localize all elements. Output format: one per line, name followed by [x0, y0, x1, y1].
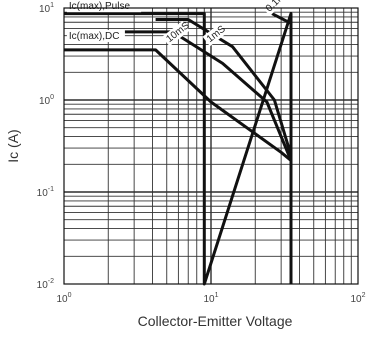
annotation-label: Ic(max),Pulse — [69, 1, 131, 12]
series-line-1 — [122, 30, 293, 162]
annotation-bg — [66, 30, 125, 43]
x-tick-label: 100 — [56, 292, 71, 305]
series-line-0 — [64, 48, 293, 284]
y-tick-label: 101 — [39, 2, 54, 15]
plot-frame — [63, 7, 359, 285]
y-tick-label: 10-2 — [37, 278, 54, 291]
annotation-bg — [66, 0, 142, 13]
x-tick-labels: 100 101 102 — [56, 292, 365, 305]
x-axis-label: Collector-Emitter Voltage — [138, 313, 293, 329]
annotation-bg — [202, 24, 226, 47]
y-tick-label: 100 — [39, 94, 54, 107]
grid — [64, 8, 358, 284]
annotation-label: Ic(max),DC — [69, 31, 120, 42]
annotation-bg — [162, 21, 190, 47]
series-line-2 — [155, 18, 293, 156]
y-axis-label: Ic (A) — [5, 129, 21, 162]
x-tick-label: 101 — [203, 292, 218, 305]
y-tick-label: 10-1 — [37, 186, 54, 199]
series-layer — [64, 12, 293, 286]
y-tick-labels: 10-2 10-1 100 101 — [37, 2, 54, 291]
series-line-3 — [64, 12, 293, 286]
series-line-4 — [271, 12, 293, 284]
x-tick-label: 102 — [350, 292, 365, 305]
